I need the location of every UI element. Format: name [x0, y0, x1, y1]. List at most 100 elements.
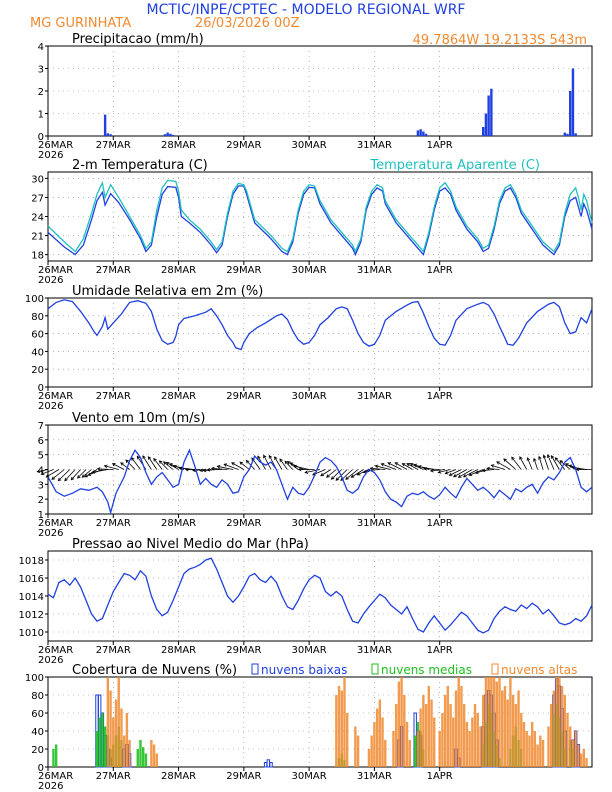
header-coords: 49.7864W 19.2133S 543m [413, 33, 587, 48]
cloud-bar-high [405, 722, 409, 767]
precip-bar [487, 95, 490, 136]
wind-vector [406, 463, 419, 470]
wind-vector-head [546, 454, 551, 458]
wind-vector [84, 469, 98, 478]
cloud-bar-high [484, 677, 488, 767]
wind-vector [487, 467, 500, 470]
wind-vector [153, 458, 163, 470]
wind-vector-head [511, 456, 515, 461]
cloud-bar-high [381, 717, 384, 767]
wind-vector-head [158, 460, 163, 464]
wind-vector [320, 469, 332, 477]
wind-vector-head [437, 470, 442, 474]
cloud-bar-high [340, 690, 343, 767]
precip-bar [482, 127, 485, 136]
wind-vector [120, 462, 130, 470]
x-tick-label: 28MAR [161, 140, 196, 151]
y-tick-label: 1 [38, 510, 44, 521]
y-tick-label: 3 [38, 480, 44, 491]
x-tick-label: 1APR [427, 391, 453, 402]
cloud-bar-high [582, 749, 586, 767]
wind-vector-head [448, 472, 453, 476]
wind-vector [555, 457, 566, 470]
wind-vector [345, 469, 359, 480]
x-tick-label: 30MAR [292, 645, 327, 656]
wind-vector-head [36, 469, 41, 473]
wind-vector-head [503, 458, 507, 462]
wind-vector-head [64, 477, 68, 482]
wind-vector [239, 461, 250, 470]
cloud-bar-high [408, 740, 411, 767]
wind-vector-head [380, 463, 385, 467]
cloud-bar-high [150, 740, 153, 767]
wind-vector-head [245, 459, 250, 464]
cloud-bar-high [125, 713, 129, 767]
x-tick-label: 29MAR [226, 265, 261, 276]
precip-bar [103, 114, 107, 136]
wind-vector-head [559, 460, 564, 464]
x-tick-label: 1APR [427, 645, 453, 656]
cloud-bar-high [495, 681, 498, 767]
cloud-bar-high [375, 708, 379, 767]
wind-vector [231, 462, 245, 470]
wind-vector [511, 456, 522, 470]
cloud-bar-high [509, 677, 512, 767]
wind-vector-head [168, 463, 173, 467]
wind-vector [131, 457, 141, 470]
wind-vector-head [103, 464, 108, 469]
cloud-bar-high [335, 695, 338, 767]
wind-vector-head [162, 461, 167, 465]
wind-vector [547, 454, 555, 470]
wind-vector-head [481, 468, 486, 473]
cloud-bar-high [346, 713, 349, 767]
cloud-bar-high [566, 713, 569, 767]
precip-bar [424, 133, 428, 136]
x-tick-label: 27MAR [96, 518, 131, 529]
wind-vector [287, 461, 299, 470]
cloud-bar-high [438, 731, 441, 767]
wind-vector [163, 461, 174, 470]
wind-vector [527, 457, 533, 470]
precip-bar [106, 133, 110, 136]
legend-swatch [491, 663, 499, 675]
cloud-bar-high [394, 704, 398, 767]
wind-vector-head [326, 474, 330, 478]
wind-vector-head [297, 467, 302, 472]
wind-vector-head [206, 468, 211, 472]
wind-vector-head [519, 456, 523, 460]
y-tick-label: 1 [38, 110, 44, 121]
wind-vector [77, 469, 87, 479]
wind-vector [46, 469, 60, 478]
x-tick-label: 1APR [427, 140, 453, 151]
wind-vector-head [142, 455, 146, 459]
cloud-bar-high [120, 708, 123, 767]
y-tick-label: 1018 [19, 556, 44, 567]
wind-vector-head [406, 463, 411, 467]
panel-title: 2-m Temperatura (C) [72, 158, 208, 173]
cloud-bar-high [520, 713, 523, 767]
x-tick-label: 29MAR [226, 391, 261, 402]
y-tick-label: 2 [38, 87, 44, 98]
y-tick-label: 20 [31, 365, 44, 376]
precip-bar [422, 131, 425, 136]
wind-vector [370, 467, 386, 470]
x-tick-label: 30MAR [292, 518, 327, 529]
wind-vector-head [84, 474, 89, 478]
wind-vector [305, 469, 321, 474]
y-tick-label: 1014 [19, 592, 44, 603]
wind-vector [263, 455, 272, 470]
humidity-panel: 0 20 40 60 80 100 26MAR 27MAR 28MAR 29MAR 30MAR 31M… [25, 284, 593, 412]
wind-vector-head [192, 468, 196, 473]
wind-vector [538, 456, 544, 470]
cloud-bar-high [517, 690, 520, 767]
wind-vector-head [286, 461, 291, 465]
cloud-bar-high [443, 695, 447, 767]
wind-vector [458, 469, 473, 478]
x-tick-label: 26MAR [38, 518, 73, 529]
wind-vector-head [76, 474, 81, 479]
wind-vector-head [274, 456, 278, 460]
wind-vector-head [542, 454, 547, 459]
wind-vector-head [550, 455, 555, 459]
wind-vector-head [51, 476, 56, 480]
header-station: MG GURINHATA [30, 16, 131, 31]
